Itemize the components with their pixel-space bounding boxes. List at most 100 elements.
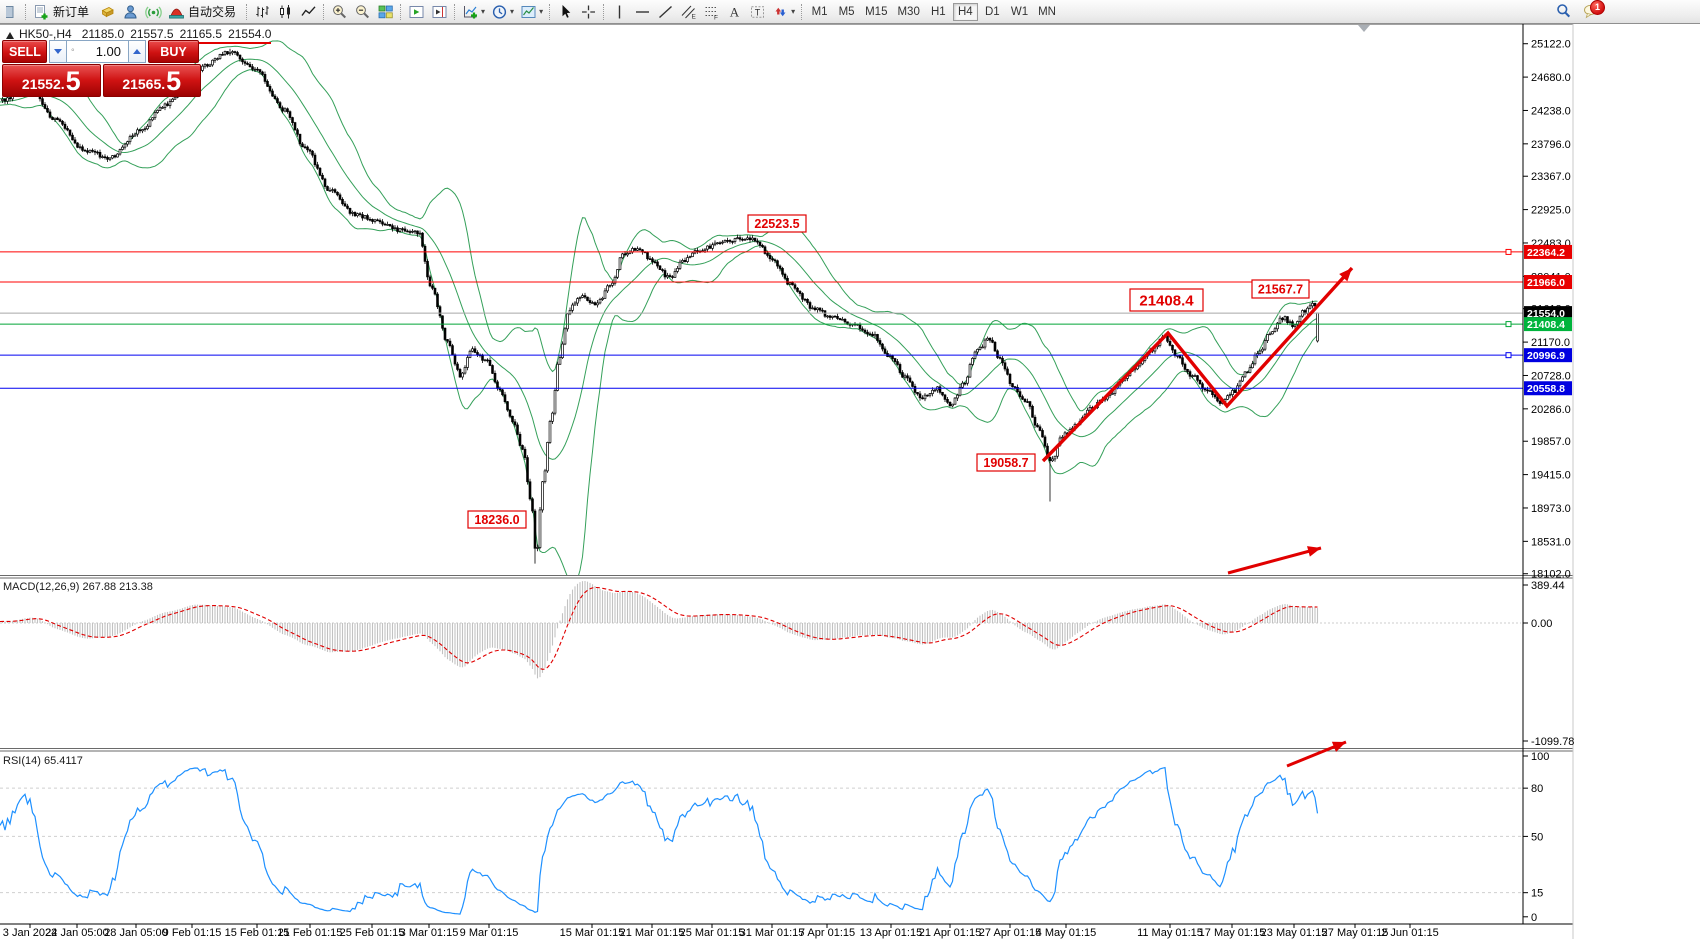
toolbar-grip [246,3,248,20]
buy-button[interactable]: BUY [148,40,199,63]
sell-button[interactable]: SELL [2,40,47,63]
autotrading-button-label: 自动交易 [188,5,237,19]
main-toolbar: 新订单 自动交易 ▾ ▾ ▾ E F A T ▾ M1 M5 M15 M30 H1 H4 D1 W1 MN 1 [0,0,1700,24]
symbol-period-label: HK50-,H4 [19,27,72,41]
svg-text:24 Jan 05:00: 24 Jan 05:00 [45,927,109,939]
sell-price-big: 5 [65,66,81,96]
signals-icon[interactable] [142,2,165,22]
toolbar-grip [454,3,456,20]
profile-icon[interactable] [119,2,142,22]
template-icon [521,5,536,18]
timeframe-m1[interactable]: M1 [807,3,832,21]
tiles-icon [378,5,393,18]
new-order-button[interactable]: 新订单 [30,2,96,22]
timeframe-m5[interactable]: M5 [834,3,859,21]
svg-text:25122.0: 25122.0 [1531,39,1571,51]
trendline-button[interactable] [654,2,677,22]
gold-icon [101,6,114,17]
candlestick-chart-button[interactable] [274,2,297,22]
svg-text:20728.0: 20728.0 [1531,370,1571,382]
svg-text:3 Mar 01:15: 3 Mar 01:15 [400,927,459,939]
chart-shift-button[interactable] [428,2,451,22]
arrows-button[interactable]: ▾ [769,2,798,22]
toolbar-group [405,2,451,22]
rsi-label: RSI(14) 65.4117 [3,755,83,767]
price-axis[interactable]: 25122.0 24680.0 24238.0 23796.0 23367.0 22925… [1523,39,1572,581]
svg-text:23367.0: 23367.0 [1531,171,1571,183]
new-order-button-label: 新订单 [53,5,90,19]
cursor-button[interactable] [554,2,577,22]
fragment-icon [6,5,14,18]
indicators-button[interactable]: ▾ [459,2,488,22]
fibo-icon: F [705,6,718,20]
volume-field[interactable]: ° 1.00 [67,40,128,63]
clipped-toolbar-icon[interactable] [0,2,22,22]
buy-price-button[interactable]: 21565. 5 [102,64,201,97]
timeframe-w1[interactable]: W1 [1007,3,1032,21]
svg-text:20558.8: 20558.8 [1527,383,1565,395]
rsi-line [0,766,1319,915]
zoom-in-button[interactable] [328,2,351,22]
trend-arrows[interactable] [1041,266,1354,768]
tile-windows-button[interactable] [374,2,397,22]
cursor-icon [562,4,571,18]
horizontal-line-button[interactable] [631,2,654,22]
periods-button[interactable]: ▾ [488,2,517,22]
line-chart-button[interactable] [297,2,320,22]
tline-icon [659,5,673,18]
price-annotations[interactable]: 22523.5 21408.4 21567.7 19058.7 18236.0 [467,214,1310,529]
bar-chart-button[interactable] [251,2,274,22]
text-button[interactable]: A [723,2,746,22]
svg-text:T: T [755,7,761,17]
volume-decrease-button[interactable] [49,40,67,63]
svg-text:20286.0: 20286.0 [1531,404,1571,416]
bollinger-upper [0,40,1318,412]
bars-icon [256,5,269,17]
high-value: 21557.5 [130,27,174,41]
volume-value: 1.00 [95,44,121,59]
timeframe-h1[interactable]: H1 [926,3,951,21]
autotrading-button[interactable]: 自动交易 [165,2,243,22]
crosshair-button[interactable] [577,2,600,22]
vertical-line-button[interactable] [608,2,631,22]
auto-scroll-button[interactable] [405,2,428,22]
rsi-panel [0,766,1521,915]
vline-icon [618,5,621,18]
history-center-icon[interactable] [96,2,119,22]
equidistant-channel-button[interactable]: E [677,2,700,22]
horizontal-lines[interactable] [0,248,1523,389]
timeframe-mn[interactable]: MN [1034,3,1060,21]
templates-button[interactable]: ▾ [517,2,546,22]
svg-text:80: 80 [1531,783,1543,795]
timeframe-m15[interactable]: M15 [861,3,891,21]
text-label-button[interactable]: T [746,2,769,22]
new-order-icon [35,4,48,19]
notifications-button[interactable]: 1 [1579,0,1605,21]
timeframe-m30[interactable]: M30 [893,3,923,21]
toolbar-group: ▾ ▾ ▾ [459,2,546,22]
labelT-icon: T [751,5,765,18]
sell-price-button[interactable]: 21552. 5 [2,64,101,97]
svg-text:27 May 01:15: 27 May 01:15 [1322,927,1389,939]
search-button[interactable] [1552,1,1575,21]
zoom-out-button[interactable] [351,2,374,22]
svg-text:27 Apr 01:15: 27 Apr 01:15 [979,927,1041,939]
fibonacci-button[interactable]: F [700,2,723,22]
macd-arrow [1227,546,1322,575]
chart-top-caret-icon[interactable] [1358,25,1370,32]
svg-text:23 May 01:15: 23 May 01:15 [1261,927,1328,939]
toolbar-grip [25,3,26,20]
volume-increase-button[interactable] [128,40,146,63]
buy-price-main: 21565. [122,76,166,92]
timeframe-h4[interactable]: H4 [952,2,978,21]
svg-text:9 Feb 01:15: 9 Feb 01:15 [163,927,222,939]
svg-text:F: F [714,14,718,20]
autotrade-icon [169,8,184,18]
channel-icon: E [681,5,697,20]
timeframe-d1[interactable]: D1 [980,3,1005,21]
svg-text:13 Apr 01:15: 13 Apr 01:15 [860,927,922,939]
toolbar-group: E F A T ▾ [608,2,798,22]
svg-text:4 May 01:15: 4 May 01:15 [1036,927,1097,939]
